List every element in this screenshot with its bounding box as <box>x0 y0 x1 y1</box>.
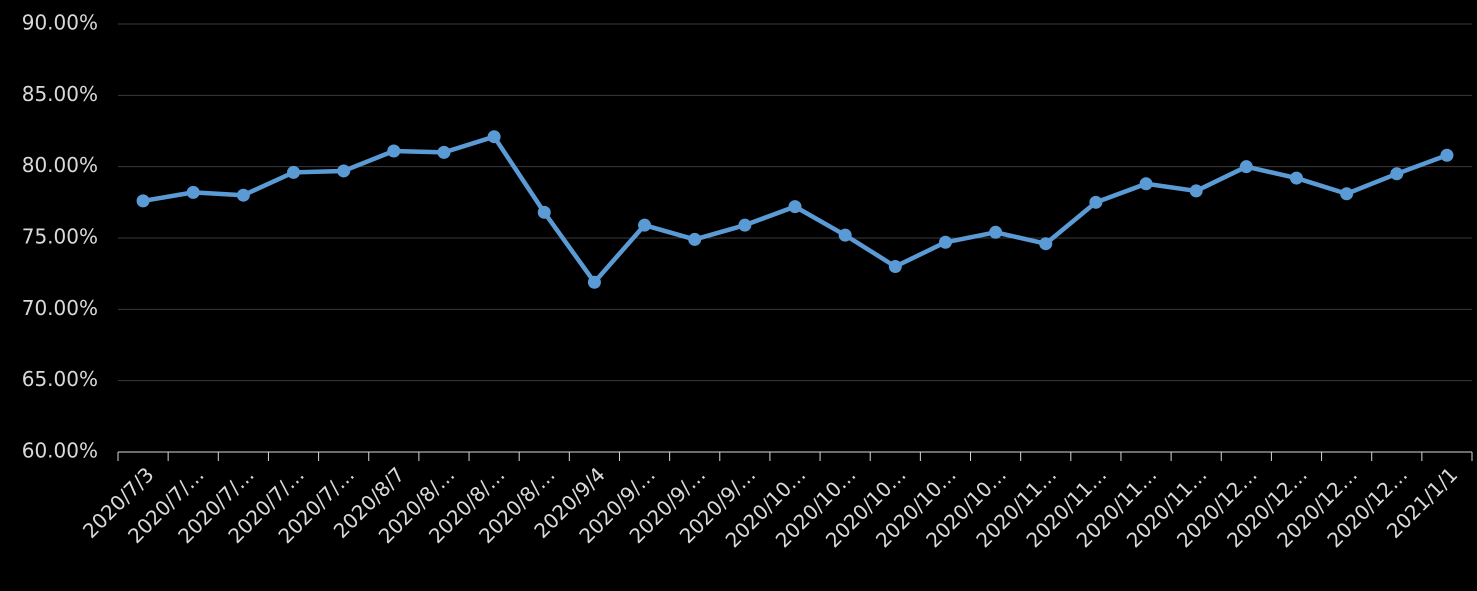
data-point <box>437 145 451 159</box>
data-point <box>337 164 351 178</box>
data-point <box>1039 237 1053 251</box>
data-point <box>1289 171 1303 185</box>
data-point <box>638 218 652 232</box>
data-point <box>938 235 952 249</box>
data-point <box>236 188 250 202</box>
data-point <box>888 260 902 274</box>
data-point <box>1340 187 1354 201</box>
data-point <box>1239 160 1253 174</box>
data-point <box>989 225 1003 239</box>
data-point <box>1089 195 1103 209</box>
y-tick-label: 80.00% <box>22 153 98 177</box>
data-point <box>1390 167 1404 181</box>
data-point <box>1189 184 1203 198</box>
data-point <box>838 228 852 242</box>
data-point <box>587 275 601 289</box>
data-point <box>387 144 401 158</box>
data-point <box>1139 177 1153 191</box>
data-point <box>738 218 752 232</box>
y-tick-label: 90.00% <box>22 11 98 35</box>
y-tick-label: 70.00% <box>22 296 98 320</box>
data-point <box>537 205 551 219</box>
data-point <box>688 232 702 246</box>
y-tick-label: 60.00% <box>22 439 98 463</box>
data-point <box>487 130 501 144</box>
data-point <box>186 185 200 199</box>
data-point <box>1440 148 1454 162</box>
y-tick-label: 65.00% <box>22 367 98 391</box>
y-tick-label: 75.00% <box>22 225 98 249</box>
data-point <box>287 165 301 179</box>
data-point <box>136 194 150 208</box>
data-point <box>788 200 802 214</box>
y-tick-label: 85.00% <box>22 82 98 106</box>
